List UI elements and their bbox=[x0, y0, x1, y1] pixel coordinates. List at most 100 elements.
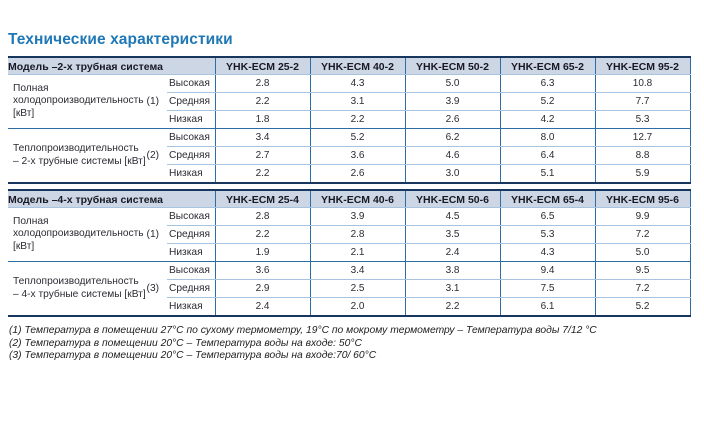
value-cell: 3.8 bbox=[404, 261, 501, 280]
value-cell: 2.0 bbox=[309, 297, 406, 317]
fan-speed-label: Низкая bbox=[167, 110, 216, 129]
value-cell: 7.2 bbox=[594, 225, 691, 244]
footnote-ref: (1) bbox=[146, 229, 159, 240]
value-cell: 2.2 bbox=[309, 110, 406, 129]
value-cell: 3.6 bbox=[214, 261, 311, 280]
value-cell: 6.2 bbox=[404, 128, 501, 147]
row-group-label: Теплопроизводительность – 4-х трубные си… bbox=[13, 276, 146, 300]
value-cell: 2.6 bbox=[404, 110, 501, 129]
row-group-label: Полная холодопроизводительность [кВт] bbox=[13, 83, 144, 119]
table-row: Теплопроизводительность – 4-х трубные си… bbox=[8, 261, 691, 317]
value-cell: 5.0 bbox=[404, 74, 501, 93]
value-cell: 7.7 bbox=[594, 92, 691, 111]
value-cell: 2.2 bbox=[404, 297, 501, 317]
fan-speed-label: Низкая bbox=[167, 243, 216, 262]
page: Технические характеристики Модель –2-х т… bbox=[8, 31, 691, 363]
value-cell: 5.3 bbox=[594, 110, 691, 129]
table-row: Средняя 2.2 2.8 3.5 5.3 7.2 bbox=[8, 225, 691, 244]
fan-speed-label: Средняя bbox=[167, 279, 216, 298]
model-column-header: YHK-ECM 95-6 bbox=[594, 189, 691, 208]
page-title: Технические характеристики bbox=[8, 31, 233, 48]
heating-capacity-label-cell: Теплопроизводительность – 4-х трубные си… bbox=[8, 261, 167, 317]
value-cell: 2.9 bbox=[214, 279, 311, 298]
value-cell: 2.6 bbox=[309, 164, 406, 184]
value-cell: 3.9 bbox=[404, 92, 501, 111]
fan-speed-label: Низкая bbox=[167, 164, 216, 184]
value-cell: 3.1 bbox=[309, 92, 406, 111]
value-cell: 8.8 bbox=[594, 146, 691, 165]
model-column-header: YHK-ECM 25-2 bbox=[214, 56, 311, 75]
fan-speed-label: Высокая bbox=[167, 261, 216, 280]
value-cell: 12.7 bbox=[594, 128, 691, 147]
table-header-row: Модель –4-х трубная система YHK-ECM 25-4… bbox=[8, 189, 691, 208]
value-cell: 5.2 bbox=[594, 297, 691, 317]
model-column-header: YHK-ECM 25-4 bbox=[214, 189, 311, 208]
value-cell: 2.1 bbox=[309, 243, 406, 262]
value-cell: 5.2 bbox=[499, 92, 596, 111]
value-cell: 3.4 bbox=[309, 261, 406, 280]
table-row: Средняя 2.7 3.6 4.6 6.4 8.8 bbox=[8, 146, 691, 165]
value-cell: 6.3 bbox=[499, 74, 596, 93]
value-cell: 2.8 bbox=[214, 74, 311, 93]
table-row: Теплопроизводительность – 2-х трубные си… bbox=[8, 128, 691, 184]
fan-speed-label: Низкая bbox=[167, 297, 216, 317]
value-cell: 3.0 bbox=[404, 164, 501, 184]
fan-speed-label: Средняя bbox=[167, 146, 216, 165]
model-column-header: YHK-ECM 50-2 bbox=[404, 56, 501, 75]
value-cell: 5.2 bbox=[309, 128, 406, 147]
value-cell: 7.2 bbox=[594, 279, 691, 298]
value-cell: 3.4 bbox=[214, 128, 311, 147]
cooling-capacity-label-cell: Полная холодопроизводительность [кВт] (1… bbox=[8, 74, 167, 129]
fan-speed-label: Средняя bbox=[167, 92, 216, 111]
value-cell: 3.9 bbox=[309, 207, 406, 226]
value-cell: 4.2 bbox=[499, 110, 596, 129]
fan-speed-label: Высокая bbox=[167, 207, 216, 226]
value-cell: 4.3 bbox=[499, 243, 596, 262]
table-header-row: Модель –2-х трубная система YHK-ECM 25-2… bbox=[8, 56, 691, 75]
value-cell: 2.2 bbox=[214, 164, 311, 184]
table-row: Низкая 2.2 2.6 3.0 5.1 5.9 bbox=[8, 164, 691, 184]
footnotes: (1) Температура в помещении 27°C по сухо… bbox=[9, 325, 690, 363]
value-cell: 2.8 bbox=[214, 207, 311, 226]
spec-table-4pipe-system: Модель –4-х трубная система YHK-ECM 25-4… bbox=[8, 189, 691, 317]
table-row: Низкая 2.4 2.0 2.2 6.1 5.2 bbox=[8, 297, 691, 317]
footnote-ref: (1) bbox=[146, 96, 159, 107]
value-cell: 6.1 bbox=[499, 297, 596, 317]
value-cell: 8.0 bbox=[499, 128, 596, 147]
value-cell: 4.3 bbox=[309, 74, 406, 93]
model-system-header: Модель –4-х трубная система bbox=[8, 189, 216, 208]
model-column-header: YHK-ECM 40-2 bbox=[309, 56, 406, 75]
value-cell: 2.4 bbox=[214, 297, 311, 317]
value-cell: 2.2 bbox=[214, 92, 311, 111]
value-cell: 9.5 bbox=[594, 261, 691, 280]
value-cell: 2.8 bbox=[309, 225, 406, 244]
value-cell: 2.4 bbox=[404, 243, 501, 262]
model-system-header: Модель –2-х трубная система bbox=[8, 56, 216, 75]
value-cell: 5.0 bbox=[594, 243, 691, 262]
table-row: Средняя 2.9 2.5 3.1 7.5 7.2 bbox=[8, 279, 691, 298]
value-cell: 5.9 bbox=[594, 164, 691, 184]
spec-table-2pipe-system: Модель –2-х трубная система YHK-ECM 25-2… bbox=[8, 56, 691, 184]
cooling-capacity-label-cell: Полная холодопроизводительность [кВт] (1… bbox=[8, 207, 167, 262]
value-cell: 10.8 bbox=[594, 74, 691, 93]
model-column-header: YHK-ECM 65-2 bbox=[499, 56, 596, 75]
table-row: Низкая 1.9 2.1 2.4 4.3 5.0 bbox=[8, 243, 691, 262]
value-cell: 9.9 bbox=[594, 207, 691, 226]
value-cell: 6.4 bbox=[499, 146, 596, 165]
footnote-ref: (3) bbox=[146, 283, 159, 294]
value-cell: 4.5 bbox=[404, 207, 501, 226]
model-column-header: YHK-ECM 65-4 bbox=[499, 189, 596, 208]
value-cell: 2.2 bbox=[214, 225, 311, 244]
value-cell: 9.4 bbox=[499, 261, 596, 280]
value-cell: 5.3 bbox=[499, 225, 596, 244]
value-cell: 5.1 bbox=[499, 164, 596, 184]
value-cell: 3.1 bbox=[404, 279, 501, 298]
footnote-line: (1) Температура в помещении 27°C по сухо… bbox=[9, 325, 597, 336]
value-cell: 6.5 bbox=[499, 207, 596, 226]
heating-capacity-label-cell: Теплопроизводительность – 2-х трубные си… bbox=[8, 128, 167, 184]
model-column-header: YHK-ECM 95-2 bbox=[594, 56, 691, 75]
value-cell: 4.6 bbox=[404, 146, 501, 165]
model-column-header: YHK-ECM 40-6 bbox=[309, 189, 406, 208]
fan-speed-label: Высокая bbox=[167, 74, 216, 93]
table-row: Средняя 2.2 3.1 3.9 5.2 7.7 bbox=[8, 92, 691, 111]
